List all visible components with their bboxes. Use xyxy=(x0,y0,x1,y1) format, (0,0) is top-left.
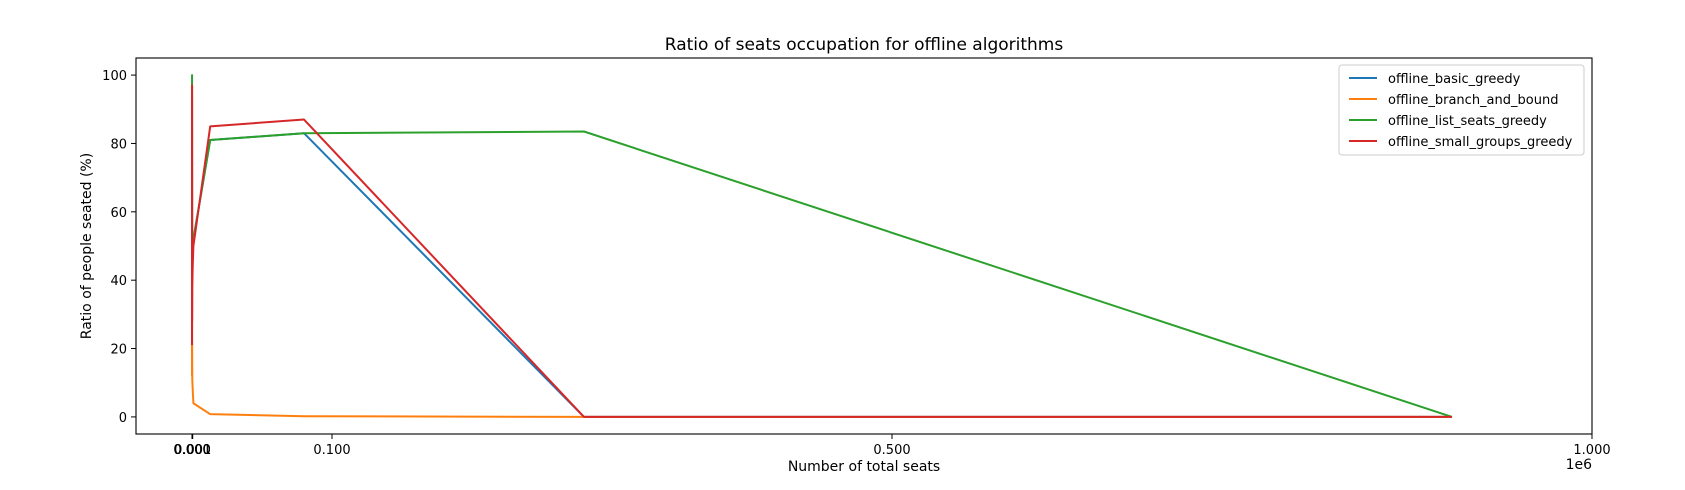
x-tick-label: 0.500 xyxy=(873,443,910,458)
legend-label-offline-list-seats-greedy: offline_list_seats_greedy xyxy=(1388,114,1547,129)
y-tick-label: 0 xyxy=(119,411,127,426)
x-axis-offset-label: 1e6 xyxy=(1566,457,1593,473)
legend-label-offline-branch-and-bound: offline_branch_and_bound xyxy=(1388,93,1558,108)
y-tick-label: 40 xyxy=(110,274,127,289)
chart-title: Ratio of seats occupation for offline al… xyxy=(665,35,1064,55)
y-tick-label: 80 xyxy=(110,137,127,152)
x-axis-label: Number of total seats xyxy=(788,459,940,475)
x-tick-label: 0.000 xyxy=(173,443,210,458)
legend-label-offline-small-groups-greedy: offline_small_groups_greedy xyxy=(1388,135,1573,150)
x-tick-label: 1.000 xyxy=(1573,443,1610,458)
x-tick-label: 0.001 xyxy=(174,443,211,458)
legend-label-offline-basic-greedy: offline_basic_greedy xyxy=(1388,72,1521,87)
x-tick-label: 0.000 xyxy=(174,443,211,458)
plot-frame xyxy=(135,57,1593,435)
legend: offline_basic_greedy offline_branch_and_b… xyxy=(1338,64,1585,156)
legend-box xyxy=(1338,64,1585,156)
series-line-offline-small-groups-greedy xyxy=(191,84,1452,418)
y-axis-ticks: 0 20 40 60 80 100 xyxy=(102,69,136,426)
y-tick-label: 100 xyxy=(102,69,127,84)
x-tick-label: 0.000 xyxy=(174,443,211,458)
series-layer xyxy=(191,74,1453,418)
x-tick-label: 0.100 xyxy=(313,443,350,458)
y-tick-label: 60 xyxy=(110,206,127,221)
y-axis-label: Ratio of people seated (%) xyxy=(79,153,95,339)
y-tick-label: 20 xyxy=(110,343,127,358)
